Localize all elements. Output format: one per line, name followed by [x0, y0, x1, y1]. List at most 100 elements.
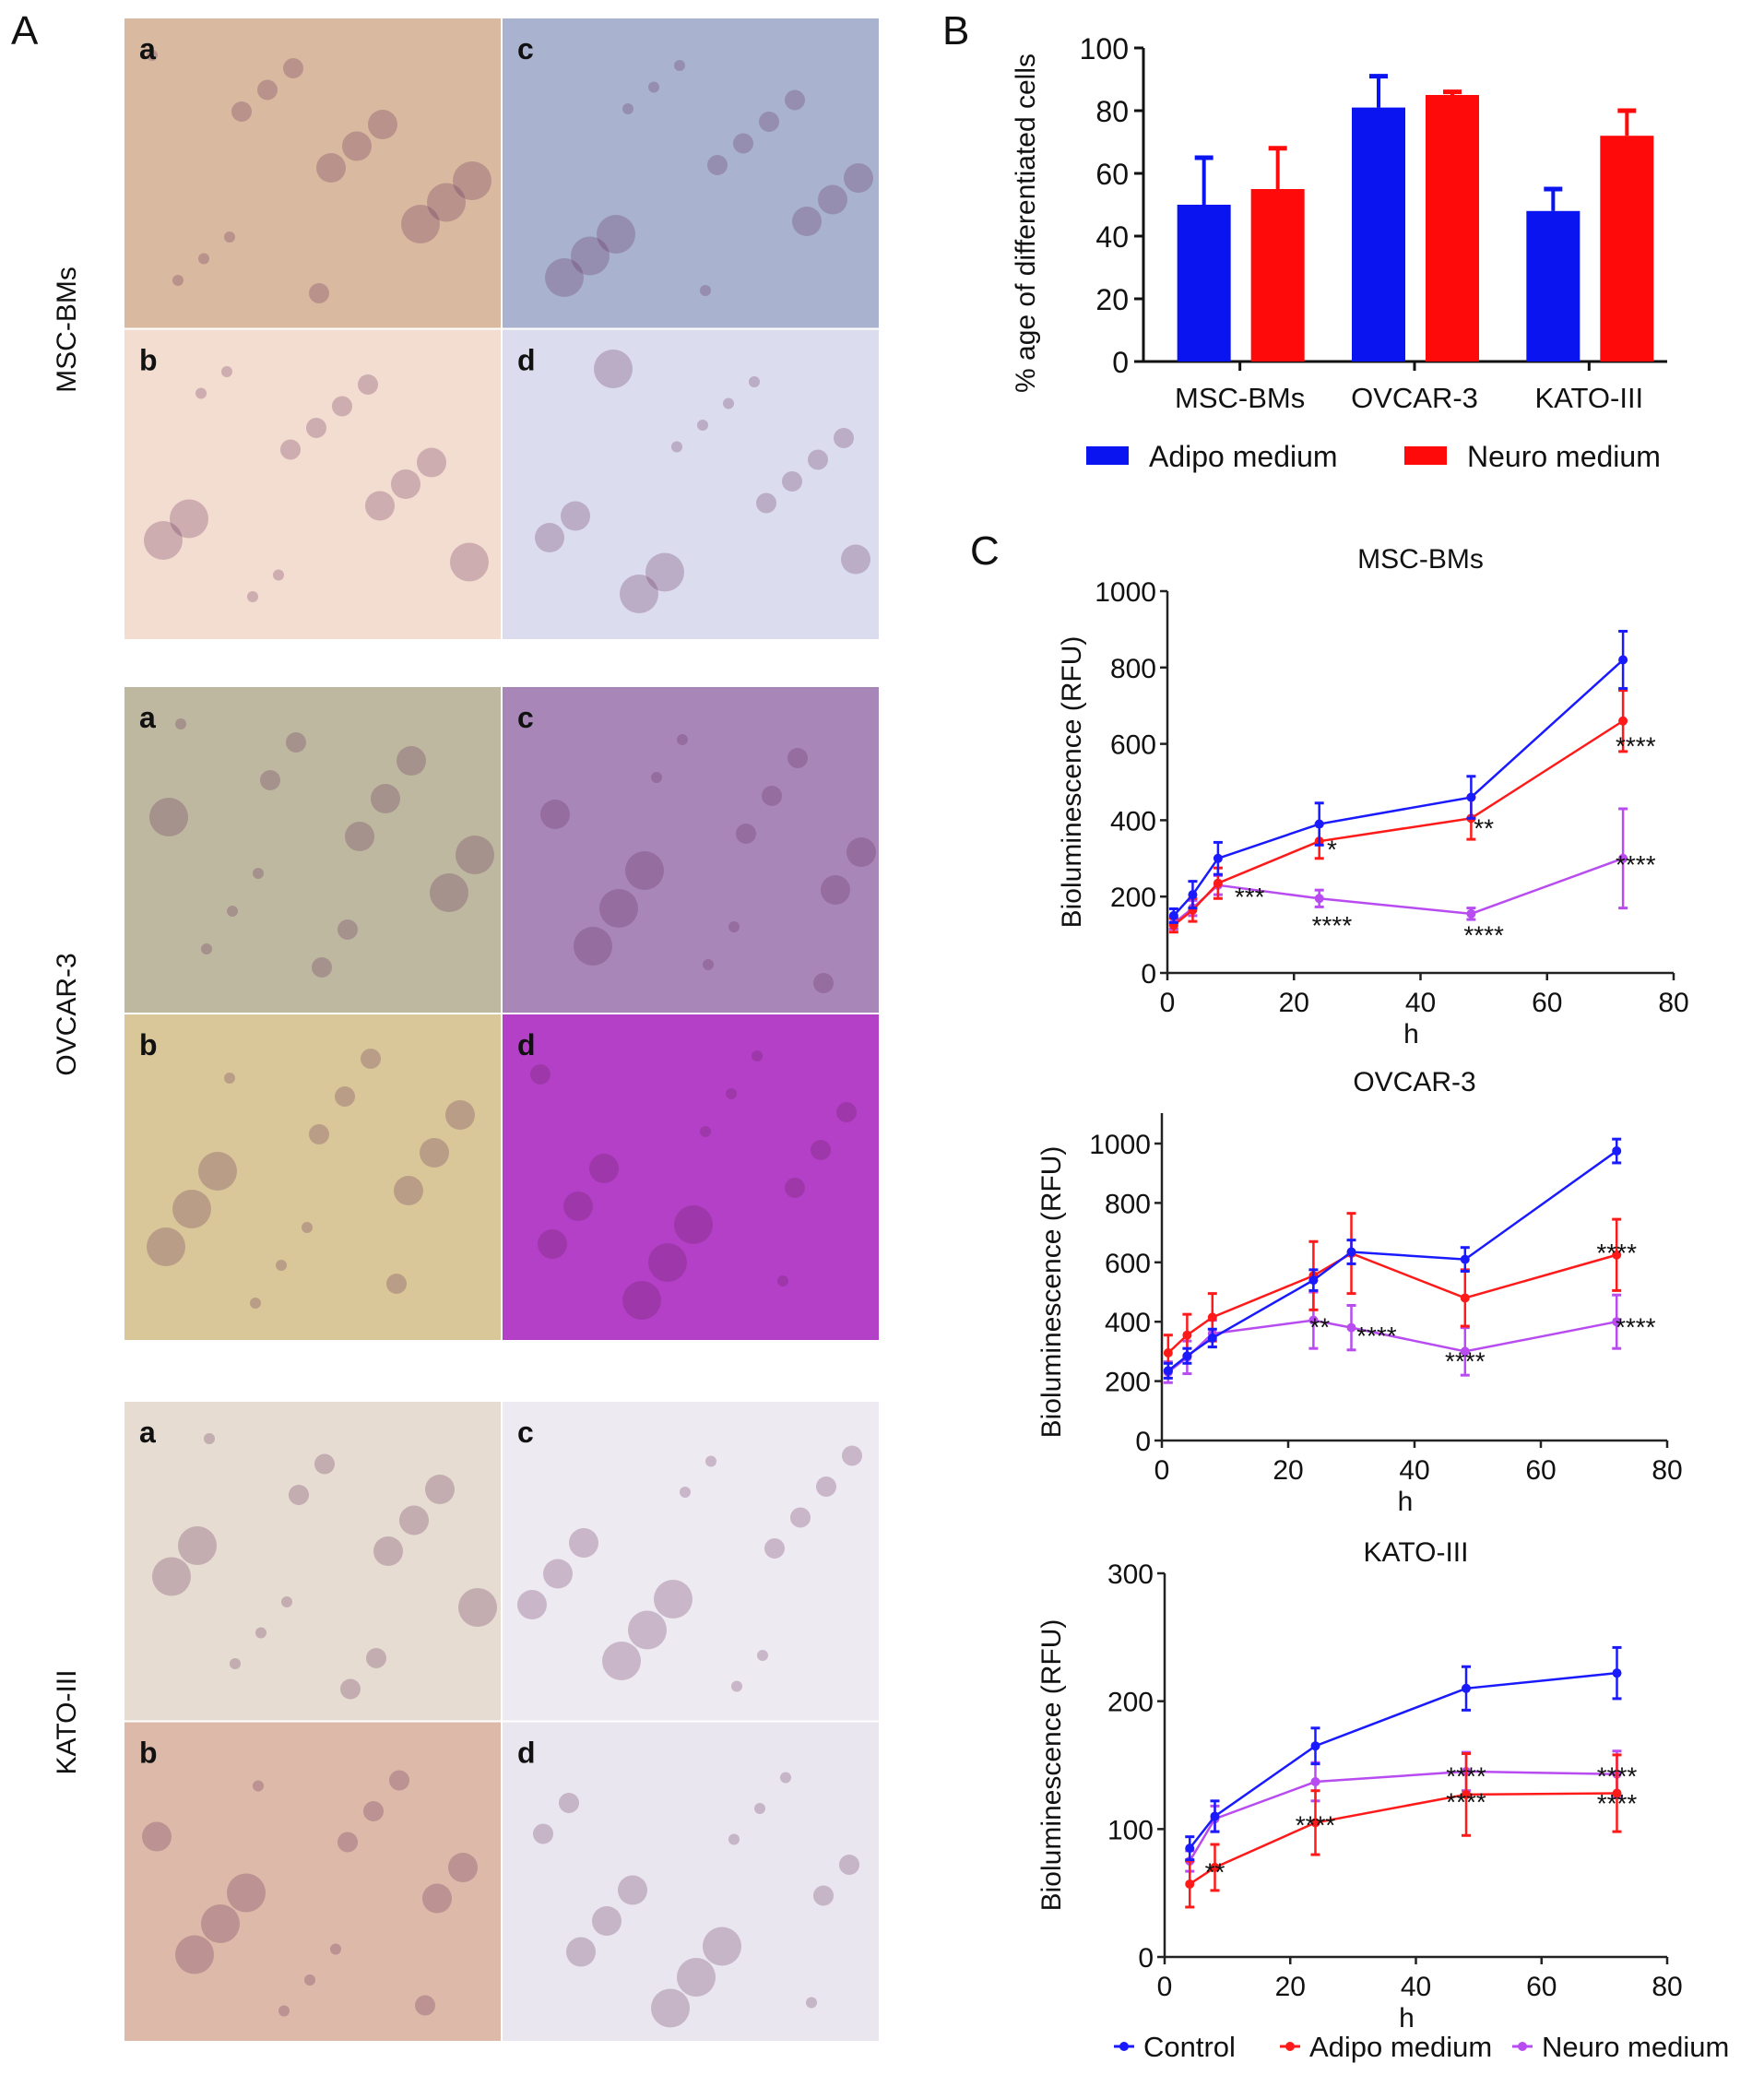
micrograph-image	[124, 1402, 501, 1721]
cell-mark	[257, 79, 278, 101]
cell-mark	[749, 376, 760, 387]
series-line	[1172, 658, 1624, 917]
data-point	[1182, 1351, 1192, 1361]
cell-mark	[535, 523, 564, 552]
cell-mark	[705, 1455, 716, 1467]
y-tick-label: 60	[1095, 158, 1129, 191]
cell-mark	[677, 734, 688, 745]
chart-title: OVCAR-3	[1353, 1067, 1475, 1097]
significance-label: ****	[1296, 1810, 1336, 1839]
cell-mark	[306, 418, 326, 438]
cell-mark	[757, 1650, 768, 1661]
cell-mark	[427, 183, 466, 222]
x-tick-label: 60	[1526, 1972, 1557, 2002]
data-point	[1460, 1293, 1470, 1303]
x-tick-label: 40	[1401, 1972, 1431, 2002]
significance-label: ****	[1597, 1762, 1638, 1791]
cell-mark	[762, 786, 782, 806]
micrograph-image	[503, 687, 879, 1013]
group-label: OVCAR-3	[52, 953, 82, 1075]
x-tick-label: 60	[1532, 988, 1562, 1018]
cell-mark	[533, 1823, 553, 1844]
cell-mark	[625, 851, 664, 890]
cell-mark	[430, 873, 468, 912]
cell-mark	[620, 575, 658, 613]
cell-mark	[846, 837, 876, 867]
legend-label: Adipo medium	[1309, 2031, 1492, 2063]
y-tick-label: 200	[1107, 1688, 1154, 1718]
cell-mark	[224, 231, 235, 243]
cell-mark	[260, 770, 280, 790]
cell-mark	[756, 492, 776, 514]
cell-mark	[777, 1275, 788, 1286]
cell-mark	[358, 374, 378, 395]
cell-mark	[425, 1475, 455, 1504]
x-tick-label: 0	[1157, 1972, 1173, 2002]
data-point	[1462, 1789, 1471, 1799]
micrograph-letter: d	[517, 1028, 536, 1061]
micrograph-image	[124, 1722, 501, 2041]
micrograph-letter: b	[139, 1028, 158, 1061]
cell-mark	[808, 449, 828, 470]
cell-mark	[253, 1780, 264, 1792]
data-point	[1308, 1315, 1319, 1325]
y-tick-label: 400	[1110, 806, 1156, 836]
micrograph-letter: a	[139, 32, 156, 65]
micrograph-letter: d	[517, 1737, 536, 1770]
cell-mark	[172, 275, 184, 286]
legend-swatch	[1404, 446, 1447, 465]
cell-mark	[314, 1453, 335, 1475]
cell-mark	[450, 542, 489, 582]
cell-mark	[368, 110, 397, 139]
cell-mark	[366, 1648, 386, 1668]
significance-label: **	[1205, 1858, 1225, 1887]
micrograph-image	[124, 329, 501, 639]
group-label: KATO-III	[52, 1670, 82, 1775]
y-tick-label: 0	[1135, 1427, 1151, 1457]
y-axis-label: Bioluminescence (RFU)	[1036, 1146, 1067, 1439]
cell-mark	[394, 1176, 423, 1205]
y-tick-label: 1000	[1095, 577, 1156, 608]
y-tick-label: 600	[1105, 1249, 1151, 1279]
y-tick-label: 1000	[1089, 1130, 1151, 1160]
data-point	[1460, 1254, 1470, 1264]
y-axis-label: % age of differentiated cells	[1011, 53, 1041, 393]
cell-mark	[759, 112, 779, 132]
x-tick-label: 20	[1275, 1972, 1306, 2002]
cell-mark	[231, 101, 252, 122]
x-tick-label: 40	[1405, 988, 1436, 1018]
data-point	[1314, 819, 1324, 829]
cell-mark	[420, 1138, 449, 1168]
cell-mark	[175, 718, 186, 729]
micrograph-image	[503, 18, 879, 328]
significance-label: **	[1474, 814, 1494, 843]
cell-mark	[147, 50, 158, 61]
micrograph-letter: d	[517, 344, 536, 377]
cell-mark	[813, 973, 834, 993]
x-axis-label: h	[1403, 1019, 1419, 1049]
cell-mark	[391, 469, 420, 499]
cell-mark	[754, 1803, 765, 1814]
x-tick-label: 80	[1652, 1455, 1682, 1486]
data-point	[1346, 1247, 1356, 1257]
cell-mark	[728, 1833, 740, 1845]
cell-mark	[697, 420, 708, 431]
cell-mark	[671, 441, 682, 453]
cell-mark	[337, 1832, 358, 1853]
y-tick-label: 400	[1105, 1308, 1151, 1338]
cell-mark	[286, 732, 306, 753]
cell-mark	[281, 1596, 292, 1607]
legend-label: Control	[1143, 2031, 1236, 2063]
cell-mark	[280, 439, 301, 460]
cell-mark	[253, 868, 264, 879]
cell-mark	[622, 103, 633, 114]
significance-label: ****	[1446, 1762, 1486, 1791]
x-tick-label: 0	[1154, 1455, 1170, 1486]
legend-label: Neuro medium	[1542, 2031, 1729, 2063]
data-point	[1168, 910, 1178, 920]
significance-label: ****	[1616, 732, 1656, 761]
panel-label-c: C	[970, 528, 1000, 574]
cell-mark	[337, 919, 358, 940]
x-tick-label: 20	[1273, 1455, 1303, 1486]
